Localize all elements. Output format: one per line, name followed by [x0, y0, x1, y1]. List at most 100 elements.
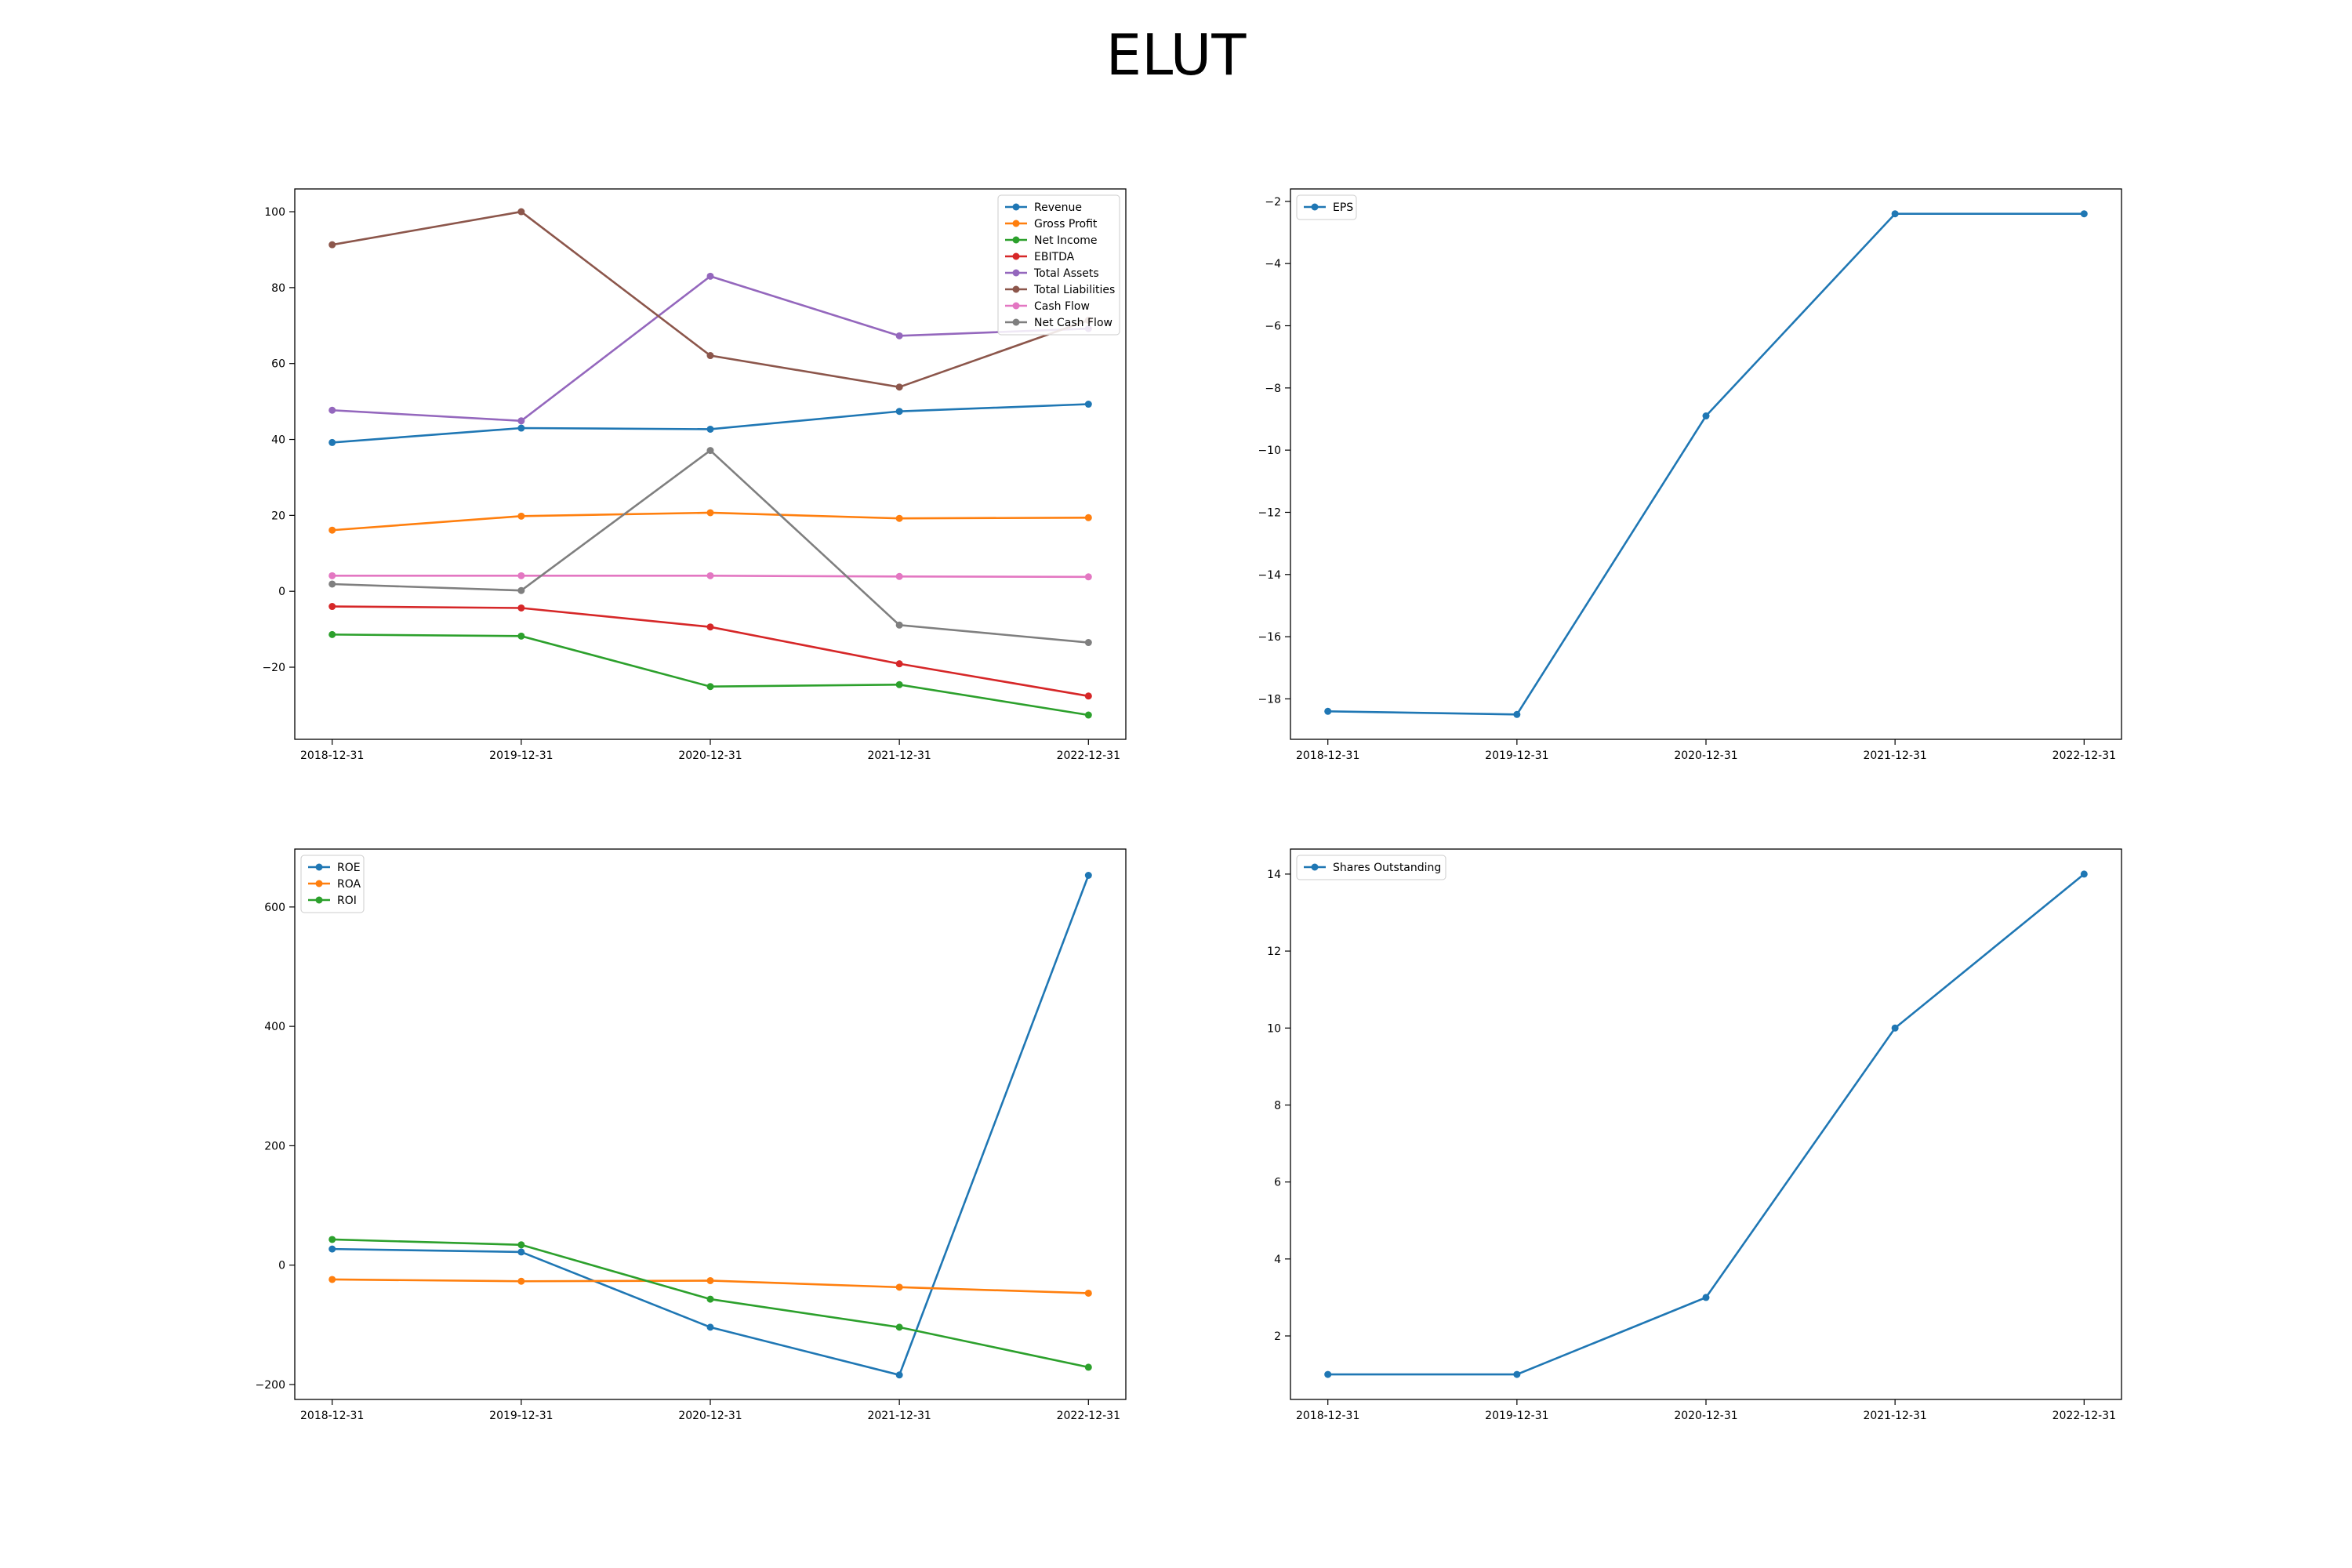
- data-point: [517, 417, 525, 425]
- legend-marker: [1012, 236, 1020, 244]
- data-point: [517, 208, 525, 216]
- series-line-total-assets: [332, 274, 1089, 423]
- y-tick-label: −200: [256, 1379, 285, 1392]
- data-point: [706, 1295, 714, 1303]
- data-point: [706, 572, 714, 579]
- data-point: [895, 572, 903, 580]
- x-tick-label: 2021-12-31: [867, 1410, 931, 1422]
- y-tick-label: −20: [262, 662, 285, 674]
- y-tick-label: −2: [1265, 196, 1281, 209]
- data-point: [328, 241, 336, 249]
- legend-marker: [315, 896, 323, 904]
- y-tick-label: −10: [1258, 445, 1281, 457]
- y-tick-label: 20: [271, 510, 285, 522]
- legend-marker: [315, 863, 323, 871]
- data-point: [1084, 514, 1092, 521]
- data-point: [1891, 210, 1899, 218]
- series-line-net-income: [332, 633, 1089, 717]
- legend-label: Total Liabilities: [1033, 284, 1115, 296]
- data-point: [706, 352, 714, 360]
- legend-label: Net Cash Flow: [1034, 317, 1112, 329]
- y-tick-label: −14: [1258, 569, 1281, 582]
- chart-panel-1: 2018-12-31 2019-12-31 2020-12-31 2021-12-31…: [262, 188, 1127, 762]
- x-tick-label: 2021-12-31: [867, 750, 931, 762]
- legend: Revenue Gross Profit Net Income EBITDA Total…: [997, 194, 1120, 336]
- legend-label: EPS: [1333, 201, 1353, 214]
- y-tick-label: −6: [1265, 321, 1281, 333]
- data-point: [1084, 401, 1092, 408]
- y-tick-label: 10: [1267, 1022, 1281, 1035]
- data-point: [1513, 1370, 1521, 1378]
- chart-panel-2: 2018-12-31 2019-12-31 2020-12-31 2021-12-31…: [1258, 188, 2122, 762]
- y-tick-label: 0: [278, 586, 285, 598]
- axes-frame: [1290, 848, 2122, 1400]
- data-point: [1084, 692, 1092, 700]
- x-tick-label: 2020-12-31: [1674, 1410, 1737, 1422]
- data-point: [1084, 639, 1092, 647]
- y-tick-label: −12: [1258, 506, 1281, 519]
- data-point: [706, 683, 714, 691]
- x-tick-label: 2020-12-31: [678, 750, 742, 762]
- y-tick-label: 100: [264, 206, 285, 219]
- series-line-ebitda: [332, 605, 1089, 698]
- y-tick-label: 80: [271, 282, 285, 295]
- legend-label: Cash Flow: [1034, 300, 1090, 313]
- data-point: [706, 425, 714, 433]
- data-point: [895, 332, 903, 339]
- y-tick-label: 4: [1274, 1254, 1281, 1266]
- data-point: [895, 1371, 903, 1379]
- x-tick-label: 2021-12-31: [1863, 1410, 1926, 1422]
- data-point: [895, 1283, 903, 1291]
- x-tick-label: 2020-12-31: [678, 1410, 742, 1422]
- figure-title: ELUT: [1105, 22, 1247, 88]
- x-tick-label: 2019-12-31: [1485, 1410, 1548, 1422]
- axes-frame: [294, 848, 1127, 1400]
- data-point: [328, 1236, 336, 1243]
- data-point: [2080, 210, 2088, 218]
- y-tick-label: 6: [1274, 1177, 1281, 1189]
- data-point: [895, 1323, 903, 1331]
- data-point: [1084, 1363, 1092, 1371]
- series-line-eps: [1327, 212, 2085, 716]
- x-tick-label: 2018-12-31: [300, 750, 364, 762]
- legend-marker: [1012, 203, 1020, 211]
- legend-marker: [1012, 285, 1020, 293]
- data-point: [517, 632, 525, 640]
- legend-label: ROE: [337, 862, 361, 874]
- y-tick-label: −4: [1265, 258, 1281, 270]
- data-point: [517, 1277, 525, 1285]
- legend-marker: [1012, 220, 1020, 227]
- legend-label: ROI: [337, 895, 357, 907]
- x-tick-label: 2019-12-31: [489, 1410, 553, 1422]
- y-tick-label: −8: [1265, 383, 1281, 395]
- data-point: [895, 514, 903, 522]
- data-point: [2080, 870, 2088, 878]
- x-tick-label: 2018-12-31: [1296, 750, 1359, 762]
- x-tick-label: 2022-12-31: [1057, 750, 1120, 762]
- data-point: [895, 681, 903, 688]
- data-point: [706, 623, 714, 631]
- legend-label: EBITDA: [1034, 251, 1075, 263]
- data-point: [895, 621, 903, 629]
- legend: ROE ROA ROI: [300, 855, 365, 913]
- legend-marker: [1012, 318, 1020, 326]
- data-point: [328, 1276, 336, 1283]
- legend-box: [1296, 194, 1357, 220]
- data-point: [895, 660, 903, 668]
- x-tick-label: 2019-12-31: [1485, 750, 1548, 762]
- y-tick-label: 600: [264, 902, 285, 914]
- x-tick-label: 2019-12-31: [489, 750, 553, 762]
- y-tick-label: 8: [1274, 1099, 1281, 1112]
- legend-marker: [315, 880, 323, 887]
- legend-box: [1296, 855, 1446, 880]
- legend-marker: [1012, 252, 1020, 260]
- legend-label: ROA: [337, 878, 361, 891]
- x-tick-label: 2021-12-31: [1863, 750, 1926, 762]
- series-line-roi: [332, 1238, 1089, 1369]
- data-point: [706, 272, 714, 280]
- data-point: [706, 1276, 714, 1284]
- data-point: [328, 1245, 336, 1253]
- x-tick-label: 2018-12-31: [1296, 1410, 1359, 1422]
- data-point: [1084, 1289, 1092, 1297]
